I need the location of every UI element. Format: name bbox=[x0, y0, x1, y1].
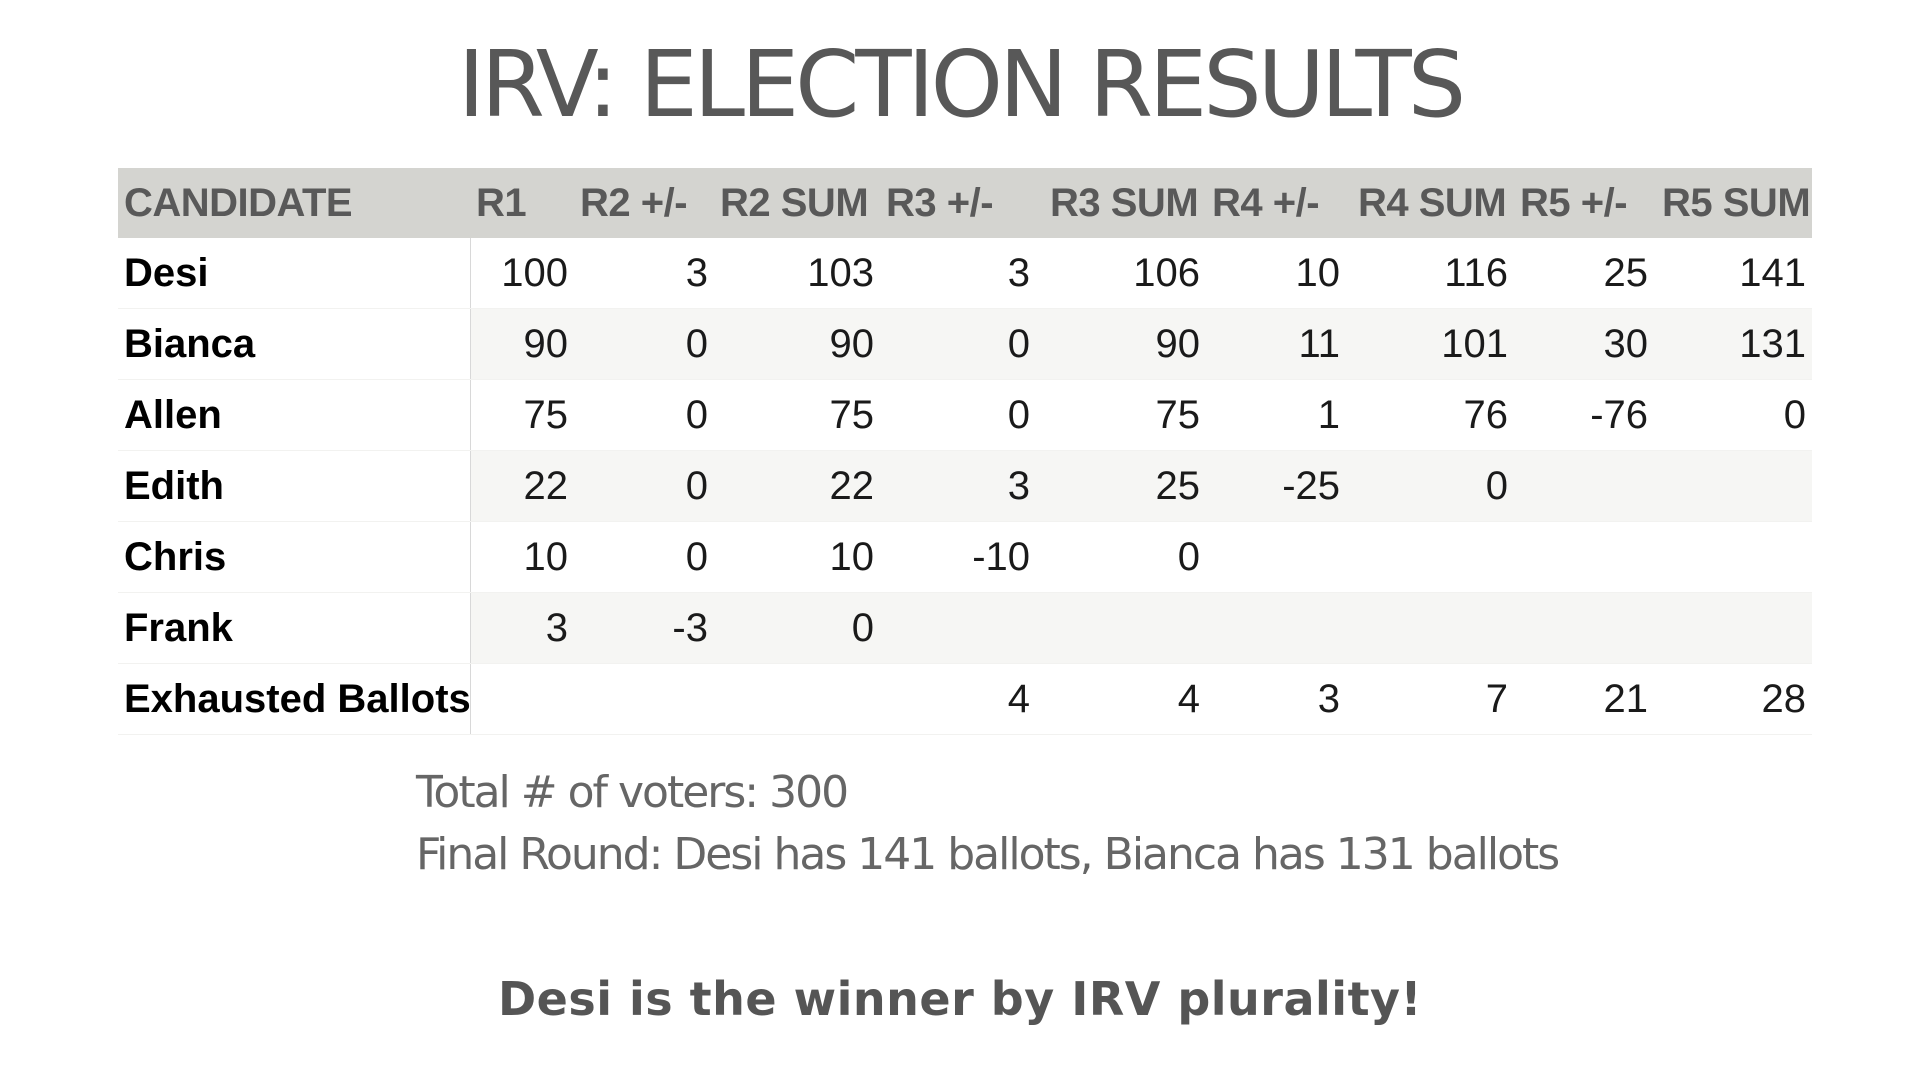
vote-cell: 3 bbox=[880, 238, 1036, 309]
vote-cell: 1 bbox=[1206, 379, 1346, 451]
header-cell: R3 SUM bbox=[1036, 168, 1206, 238]
vote-cell: 28 bbox=[1654, 663, 1812, 735]
vote-cell: 3 bbox=[574, 238, 714, 309]
table-row: Allen 75 0 75 0 75 1 76 -76 0 bbox=[118, 379, 1812, 451]
vote-cell bbox=[1654, 450, 1812, 522]
vote-cell: -10 bbox=[880, 521, 1036, 593]
vote-cell: 25 bbox=[1036, 450, 1206, 522]
table-row: Edith 22 0 22 3 25 -25 0 bbox=[118, 450, 1812, 522]
vote-cell: 0 bbox=[880, 308, 1036, 380]
vote-cell bbox=[1514, 450, 1654, 522]
candidate-name: Frank bbox=[118, 592, 471, 664]
results-table: CANDIDATE R1 R2 +/- R2 SUM R3 +/- R3 SUM… bbox=[118, 168, 1812, 735]
winner-statement: Desi is the winner by IRV plurality! bbox=[497, 972, 1423, 1026]
vote-cell: 100 bbox=[470, 238, 574, 309]
vote-cell: 0 bbox=[574, 521, 714, 593]
vote-cell: 131 bbox=[1654, 308, 1812, 380]
candidate-name: Edith bbox=[118, 450, 471, 522]
vote-cell: 0 bbox=[1654, 379, 1812, 451]
header-cell: R5 SUM bbox=[1654, 168, 1812, 238]
candidate-name: Bianca bbox=[118, 308, 471, 380]
vote-cell: 116 bbox=[1346, 238, 1514, 309]
candidate-name: Exhausted Ballots bbox=[118, 663, 471, 735]
vote-cell bbox=[1514, 592, 1654, 664]
table-row: Frank 3 -3 0 bbox=[118, 592, 1812, 664]
vote-cell: -76 bbox=[1514, 379, 1654, 451]
vote-cell bbox=[1036, 592, 1206, 664]
table-header-row: CANDIDATE R1 R2 +/- R2 SUM R3 +/- R3 SUM… bbox=[118, 168, 1812, 238]
header-cell: R1 bbox=[470, 168, 574, 238]
vote-cell: 90 bbox=[714, 308, 880, 380]
vote-cell: 141 bbox=[1654, 238, 1812, 309]
header-cell: R2 SUM bbox=[714, 168, 880, 238]
header-cell: R2 +/- bbox=[574, 168, 714, 238]
vote-cell bbox=[574, 663, 714, 735]
vote-cell: 75 bbox=[1036, 379, 1206, 451]
vote-cell: 103 bbox=[714, 238, 880, 309]
vote-cell: 3 bbox=[470, 592, 574, 664]
vote-cell: 10 bbox=[470, 521, 574, 593]
vote-cell: 10 bbox=[1206, 238, 1346, 309]
results-table-container: CANDIDATE R1 R2 +/- R2 SUM R3 +/- R3 SUM… bbox=[118, 168, 1812, 735]
summary-voters: Total # of voters: 300 bbox=[416, 767, 849, 818]
vote-cell: 0 bbox=[574, 450, 714, 522]
vote-cell bbox=[1346, 592, 1514, 664]
vote-cell: 11 bbox=[1206, 308, 1346, 380]
candidate-name: Desi bbox=[118, 238, 471, 309]
candidate-name: Chris bbox=[118, 521, 471, 593]
vote-cell: 3 bbox=[880, 450, 1036, 522]
vote-cell bbox=[1654, 521, 1812, 593]
vote-cell: 75 bbox=[470, 379, 574, 451]
vote-cell: 0 bbox=[1036, 521, 1206, 593]
summary-final-round: Final Round: Desi has 141 ballots, Bianc… bbox=[416, 829, 1560, 880]
vote-cell: 30 bbox=[1514, 308, 1654, 380]
vote-cell: 25 bbox=[1514, 238, 1654, 309]
header-cell: R4 +/- bbox=[1206, 168, 1346, 238]
vote-cell: 4 bbox=[880, 663, 1036, 735]
vote-cell: 7 bbox=[1346, 663, 1514, 735]
header-cell: CANDIDATE bbox=[118, 168, 470, 238]
table-row: Bianca 90 0 90 0 90 11 101 30 131 bbox=[118, 308, 1812, 380]
vote-cell bbox=[1654, 592, 1812, 664]
vote-cell: 106 bbox=[1036, 238, 1206, 309]
vote-cell: -3 bbox=[574, 592, 714, 664]
vote-cell: 90 bbox=[1036, 308, 1206, 380]
vote-cell bbox=[1514, 521, 1654, 593]
vote-cell bbox=[1206, 521, 1346, 593]
vote-cell: 0 bbox=[574, 308, 714, 380]
candidate-name: Allen bbox=[118, 379, 471, 451]
vote-cell: 3 bbox=[1206, 663, 1346, 735]
vote-cell: 101 bbox=[1346, 308, 1514, 380]
vote-cell bbox=[470, 663, 574, 735]
slide-title: IRV: ELECTION RESULTS bbox=[457, 31, 1466, 138]
table-row: Desi 100 3 103 3 106 10 116 25 141 bbox=[118, 238, 1812, 309]
vote-cell: 0 bbox=[574, 379, 714, 451]
vote-cell: 90 bbox=[470, 308, 574, 380]
vote-cell: 0 bbox=[1346, 450, 1514, 522]
header-cell: R3 +/- bbox=[880, 168, 1036, 238]
vote-cell bbox=[1346, 521, 1514, 593]
vote-cell bbox=[880, 592, 1036, 664]
vote-cell: 0 bbox=[880, 379, 1036, 451]
vote-cell: -25 bbox=[1206, 450, 1346, 522]
table-row: Chris 10 0 10 -10 0 bbox=[118, 521, 1812, 593]
vote-cell: 22 bbox=[470, 450, 574, 522]
vote-cell: 22 bbox=[714, 450, 880, 522]
summary-text: Total # of voters: 300 Final Round: Desi… bbox=[416, 762, 1560, 886]
table-row: Exhausted Ballots 4 4 3 7 21 28 bbox=[118, 663, 1812, 735]
vote-cell bbox=[714, 663, 880, 735]
vote-cell: 4 bbox=[1036, 663, 1206, 735]
vote-cell: 21 bbox=[1514, 663, 1654, 735]
vote-cell: 10 bbox=[714, 521, 880, 593]
header-cell: R5 +/- bbox=[1514, 168, 1654, 238]
vote-cell: 75 bbox=[714, 379, 880, 451]
vote-cell: 76 bbox=[1346, 379, 1514, 451]
vote-cell bbox=[1206, 592, 1346, 664]
header-cell: R4 SUM bbox=[1346, 168, 1514, 238]
vote-cell: 0 bbox=[714, 592, 880, 664]
